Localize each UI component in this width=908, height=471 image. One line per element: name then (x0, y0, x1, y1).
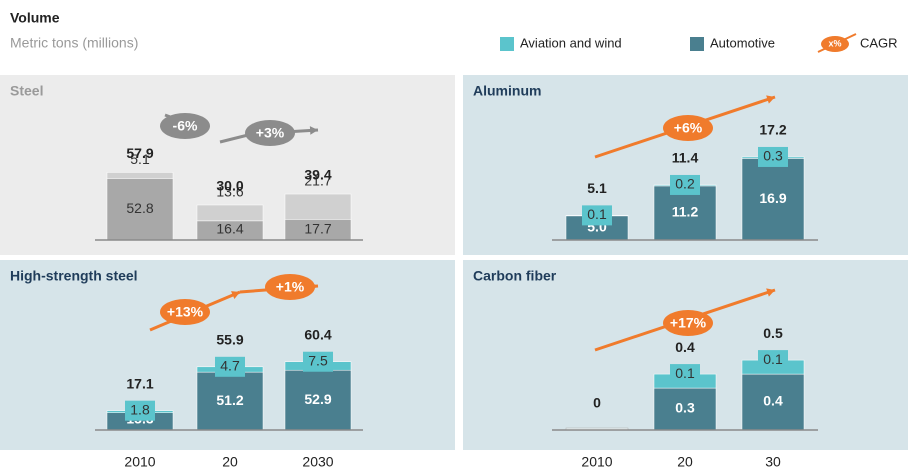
total-label: 0.5 (763, 325, 783, 341)
total-label: 11.4 (672, 150, 699, 166)
total-label: 5.1 (587, 180, 607, 196)
cagr-oval (663, 115, 713, 141)
cagr-oval (160, 113, 210, 139)
cagr-label: +13% (167, 304, 204, 320)
cagr-arrowhead (231, 291, 240, 300)
panel-title: Aluminum (473, 83, 541, 99)
cagr-label: -6% (173, 118, 198, 134)
segment-label-box (670, 174, 700, 195)
bar-segment (284, 369, 352, 431)
segment-label: 17.7 (304, 220, 331, 236)
segment-label: 51.2 (216, 392, 243, 408)
segment-label-box (582, 205, 612, 226)
cagr-oval (160, 299, 210, 325)
cagr-label: +3% (256, 125, 285, 141)
cagr-arrowhead (766, 288, 775, 297)
legend-label: Aviation and wind (520, 35, 622, 50)
bar-segment (284, 193, 352, 220)
segment-label: 21.7 (304, 173, 331, 189)
x-tick-label: 30 (765, 454, 781, 470)
total-label: 55.9 (216, 332, 243, 348)
cagr-label: +17% (670, 315, 707, 331)
segment-label: 0.1 (587, 206, 607, 222)
legend-swatch (690, 37, 704, 51)
total-label: 17.2 (759, 122, 786, 138)
legend-swatch (500, 37, 514, 51)
segment-label: 52.9 (304, 391, 331, 407)
cagr-label: +1% (276, 279, 305, 295)
page-title: Volume (10, 10, 60, 26)
bar-segment (106, 178, 174, 241)
cagr-oval (663, 310, 713, 336)
total-label: 39.4 (304, 167, 331, 183)
segment-label-box (758, 146, 788, 167)
x-tick-label: 2010 (124, 454, 155, 470)
segment-label: 16.4 (216, 221, 243, 237)
segment-label: 11.2 (672, 204, 699, 220)
page-subtitle: Metric tons (millions) (10, 35, 138, 51)
segment-label: 16.9 (759, 190, 786, 206)
segment-label: 52.8 (126, 200, 153, 216)
total-label: 57.9 (126, 145, 153, 161)
x-tick-label: 2010 (581, 454, 612, 470)
cagr-oval (245, 120, 295, 146)
segment-label: 0.1 (675, 365, 695, 381)
cagr-label: +6% (674, 120, 703, 136)
total-label: 60.4 (304, 326, 331, 342)
segment-label: 1.8 (130, 401, 150, 417)
total-label: 0.4 (675, 339, 695, 355)
legend-icon (821, 36, 849, 52)
bar-segment (106, 172, 174, 179)
segment-label: 13.6 (216, 184, 243, 200)
panel-title: Carbon fiber (473, 268, 557, 284)
bar-segment (741, 373, 805, 431)
cagr-arrowhead (309, 126, 318, 135)
segment-label-box (303, 351, 333, 372)
segment-label: 4.7 (220, 358, 240, 374)
segment-label-box (215, 356, 245, 377)
segment-label-box (670, 364, 700, 385)
segment-label-box (125, 400, 155, 421)
x-tick-label: 20 (222, 454, 238, 470)
bar-segment (741, 158, 805, 241)
legend-icon-label: x% (828, 38, 841, 48)
panel-title: High-strength steel (10, 268, 138, 284)
bar-segment (653, 387, 717, 431)
panel-title: Steel (10, 83, 43, 99)
total-label: 0 (593, 395, 601, 411)
bar-segment (196, 204, 264, 222)
cagr-arrowhead (766, 95, 775, 104)
segment-label: 0.2 (675, 176, 695, 192)
segment-label-box (758, 350, 788, 371)
segment-label: 0.3 (763, 148, 783, 164)
total-label: 17.1 (126, 375, 153, 391)
segment-label: 5.1 (130, 151, 150, 167)
segment-label: 0.4 (763, 393, 783, 409)
total-label: 30.0 (216, 178, 243, 194)
segment-label: 7.5 (308, 352, 328, 368)
x-tick-label: 2030 (302, 454, 333, 470)
legend-label: CAGR (860, 35, 898, 50)
segment-label: 0.3 (675, 400, 695, 416)
legend-label: Automotive (710, 35, 775, 50)
segment-label: 0.1 (763, 351, 783, 367)
x-tick-label: 20 (677, 454, 693, 470)
cagr-oval (265, 274, 315, 300)
